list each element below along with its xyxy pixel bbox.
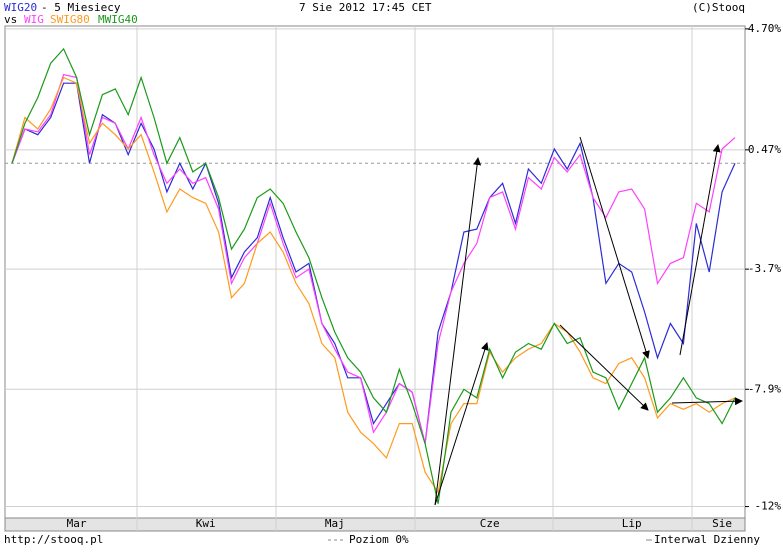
series-line (11, 76, 736, 494)
arrow (434, 157, 482, 506)
legend-entry: WIG20 (4, 1, 37, 14)
footer: http://stooq.pl Poziom 0% Interwal Dzien… (4, 533, 760, 546)
vs-label: vs (4, 13, 17, 26)
source: (C)Stooq (692, 1, 745, 14)
y-tick-label: 4.70% (748, 22, 781, 35)
x-tick-label: Kwi (196, 517, 216, 530)
plot-frame (4, 25, 746, 519)
legend-entry: MWIG40 (98, 13, 138, 26)
x-tick-label: Mar (67, 517, 87, 530)
arrow (671, 397, 743, 406)
annotation-arrows (434, 136, 743, 506)
series-line (11, 73, 736, 444)
y-tick-label: -12% (755, 500, 782, 513)
x-tick-label: Sie (712, 517, 732, 530)
legend-entry: WIG (24, 13, 44, 26)
y-tick-label: -7.9% (748, 382, 781, 395)
arrow (679, 144, 721, 356)
footer-interval: Interwal Dzienny (654, 533, 760, 546)
header: 7 Sie 2012 17:45 CET (C)Stooq vs (4, 1, 745, 26)
date: 7 Sie 2012 17:45 CET (299, 1, 432, 14)
month-grid (136, 26, 693, 531)
y-tick-label: -3.7% (748, 262, 781, 275)
legend-entry: SWIG80 (50, 13, 90, 26)
x-tick-label: Cze (480, 517, 500, 530)
footer-zero-level: Poziom 0% (349, 533, 409, 546)
series-line (11, 47, 736, 504)
y-tick-label: 0.47% (748, 143, 781, 156)
arrow (579, 136, 650, 359)
chart-title: - 5 Miesiecy (41, 1, 121, 14)
x-tick-label: Lip (622, 517, 642, 530)
footer-url: http://stooq.pl (4, 533, 103, 546)
arrow (434, 342, 489, 506)
x-axis-strip (4, 517, 746, 532)
x-tick-label: Maj (325, 517, 345, 530)
arrow (559, 324, 649, 411)
